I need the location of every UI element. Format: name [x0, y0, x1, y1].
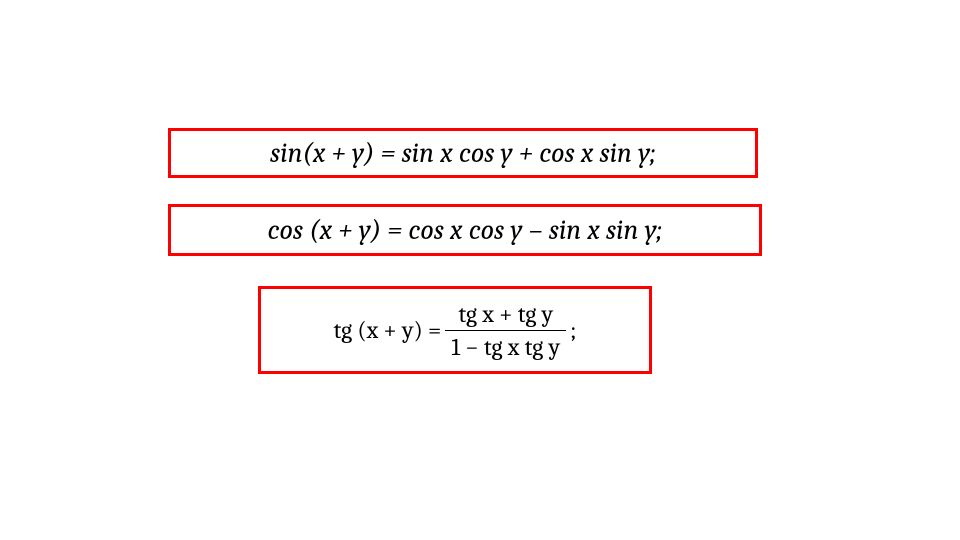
- formula-eq-tg: tg (x + y) = tg x + tg y 1 − tg x tg y ;: [333, 300, 576, 361]
- tg-fraction: tg x + tg y 1 − tg x tg y: [445, 300, 566, 361]
- tg-denominator: 1 − tg x tg y: [445, 330, 566, 361]
- slide: sin(x + y) = sin x cos y + cos x sin y; …: [0, 0, 960, 540]
- formula-text-cos: cos (x + y) = cos x cos y – sin x sin y;: [268, 214, 663, 246]
- formula-box-sin: sin(x + y) = sin x cos y + cos x sin y;: [168, 128, 758, 178]
- tg-numerator: tg x + tg y: [445, 300, 566, 330]
- formula-text-sin: sin(x + y) = sin x cos y + cos x sin y;: [270, 137, 656, 169]
- formula-box-cos: cos (x + y) = cos x cos y – sin x sin y;: [168, 204, 762, 256]
- formula-box-tg: tg (x + y) = tg x + tg y 1 − tg x tg y ;: [258, 286, 652, 374]
- tg-trailing: ;: [570, 316, 576, 344]
- tg-lhs: tg (x + y) =: [333, 316, 441, 344]
